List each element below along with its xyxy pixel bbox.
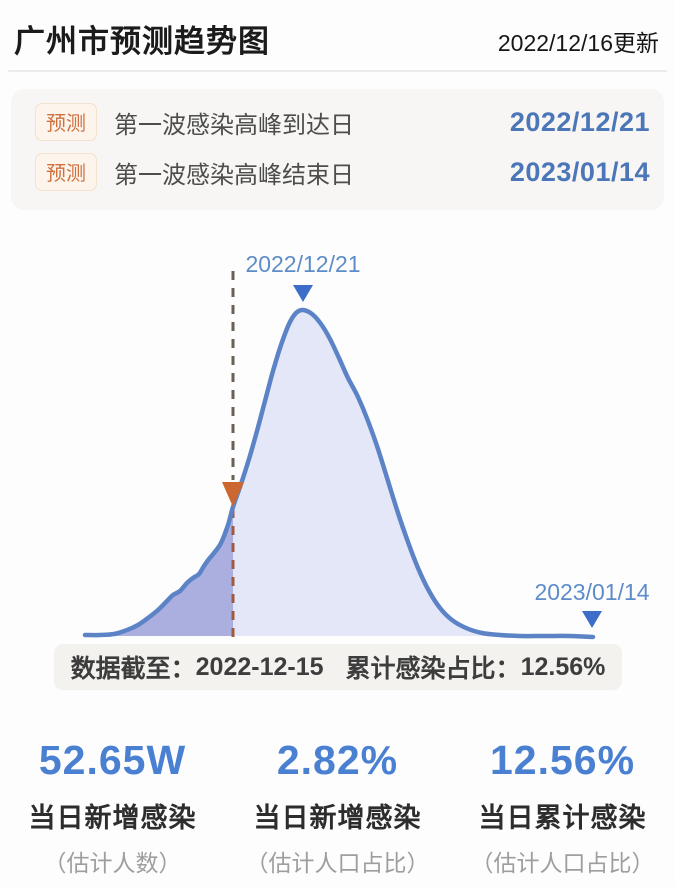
curve-area-predicted bbox=[85, 309, 593, 637]
stat-label: 当日新增感染 bbox=[253, 803, 422, 833]
peak-date-annotation: 2022/12/21 bbox=[245, 251, 361, 277]
ratio-label: 累计感染占比： bbox=[345, 655, 521, 683]
stat-value: 2.82% bbox=[276, 737, 399, 783]
curve-area-actual bbox=[85, 507, 233, 636]
cutoff-date: 2022-12-15 bbox=[195, 652, 324, 681]
summary-stats: 52.65W 当日新增感染 （估计人数） 2.82% 当日新增感染 （估计人口占… bbox=[0, 737, 675, 878]
forecast-badge: 预测 bbox=[35, 153, 97, 191]
stat-label: 当日累计感染 bbox=[478, 803, 647, 833]
forecast-date: 2023/01/14 bbox=[509, 156, 650, 187]
stat-sublabel: （估计人口占比） bbox=[245, 850, 430, 876]
forecast-label: 第一波感染高峰到达日 bbox=[114, 111, 354, 139]
forecast-row-peak-end: 预测 第一波感染高峰结束日 2023/01/14 bbox=[35, 153, 650, 191]
forecast-label: 第一波感染高峰结束日 bbox=[114, 161, 354, 189]
forecast-date: 2022/12/21 bbox=[509, 106, 650, 137]
forecast-card: 预测 第一波感染高峰到达日 2022/12/21 预测 第一波感染高峰结束日 2… bbox=[11, 89, 664, 210]
stat-new-infections-ratio: 2.82% 当日新增感染 （估计人口占比） bbox=[225, 737, 450, 878]
stat-value: 12.56% bbox=[489, 737, 636, 783]
peak-marker-icon bbox=[293, 285, 313, 302]
curve-line bbox=[82, 307, 596, 640]
stat-cumulative-ratio: 12.56% 当日累计感染 （估计人口占比） bbox=[450, 737, 675, 878]
data-cutoff-bar: 数据截至： 2022-12-15 累计感染占比： 12.56% bbox=[54, 644, 622, 690]
stat-value: 52.65W bbox=[38, 737, 187, 783]
forecast-badge: 预测 bbox=[35, 103, 97, 141]
forecast-row-peak-start: 预测 第一波感染高峰到达日 2022/12/21 bbox=[35, 103, 650, 141]
end-marker-icon bbox=[582, 611, 602, 628]
stat-sublabel: （估计人数） bbox=[43, 850, 182, 876]
cutoff-arrow-icon bbox=[222, 482, 244, 507]
stat-sublabel: （估计人口占比） bbox=[470, 850, 655, 876]
stat-new-infections-count: 52.65W 当日新增感染 （估计人数） bbox=[0, 737, 225, 878]
cutoff-label: 数据截至： bbox=[70, 655, 196, 683]
page-title: 广州市预测趋势图 bbox=[14, 24, 270, 59]
end-date-annotation: 2023/01/14 bbox=[534, 579, 650, 605]
trend-curve-svg bbox=[82, 271, 602, 644]
trend-chart: 2022/12/21 2023/01/14 数据截至： 2022-12-15 累… bbox=[0, 225, 675, 695]
ratio-value: 12.56% bbox=[520, 652, 606, 681]
update-date: 2022/12/16更新 bbox=[497, 30, 659, 56]
stat-label: 当日新增感染 bbox=[28, 803, 197, 833]
header-divider bbox=[8, 70, 667, 72]
